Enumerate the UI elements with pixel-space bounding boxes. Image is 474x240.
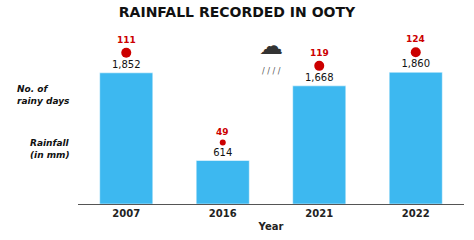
svg-text:614: 614	[213, 147, 232, 158]
svg-text:111: 111	[117, 35, 136, 45]
svg-text:2022: 2022	[402, 208, 430, 219]
svg-text:2016: 2016	[209, 208, 237, 219]
svg-text:Rainfall(in mm): Rainfall(in mm)	[30, 138, 70, 160]
svg-text:119: 119	[310, 48, 329, 58]
svg-text:Year: Year	[258, 221, 284, 232]
svg-text:1,852: 1,852	[112, 59, 141, 70]
svg-text:/ / / /: / / / /	[262, 67, 281, 76]
svg-text:124: 124	[406, 34, 425, 44]
svg-text:49: 49	[216, 127, 229, 137]
svg-text:No. ofrainy days: No. ofrainy days	[17, 84, 70, 106]
svg-text:1,668: 1,668	[305, 72, 334, 83]
svg-text:☁: ☁	[259, 32, 283, 60]
svg-text:RAINFALL RECORDED IN OOTY: RAINFALL RECORDED IN OOTY	[119, 4, 356, 20]
svg-text:1,860: 1,860	[401, 58, 430, 69]
svg-text:2021: 2021	[305, 208, 333, 219]
svg-text:2007: 2007	[112, 208, 140, 219]
